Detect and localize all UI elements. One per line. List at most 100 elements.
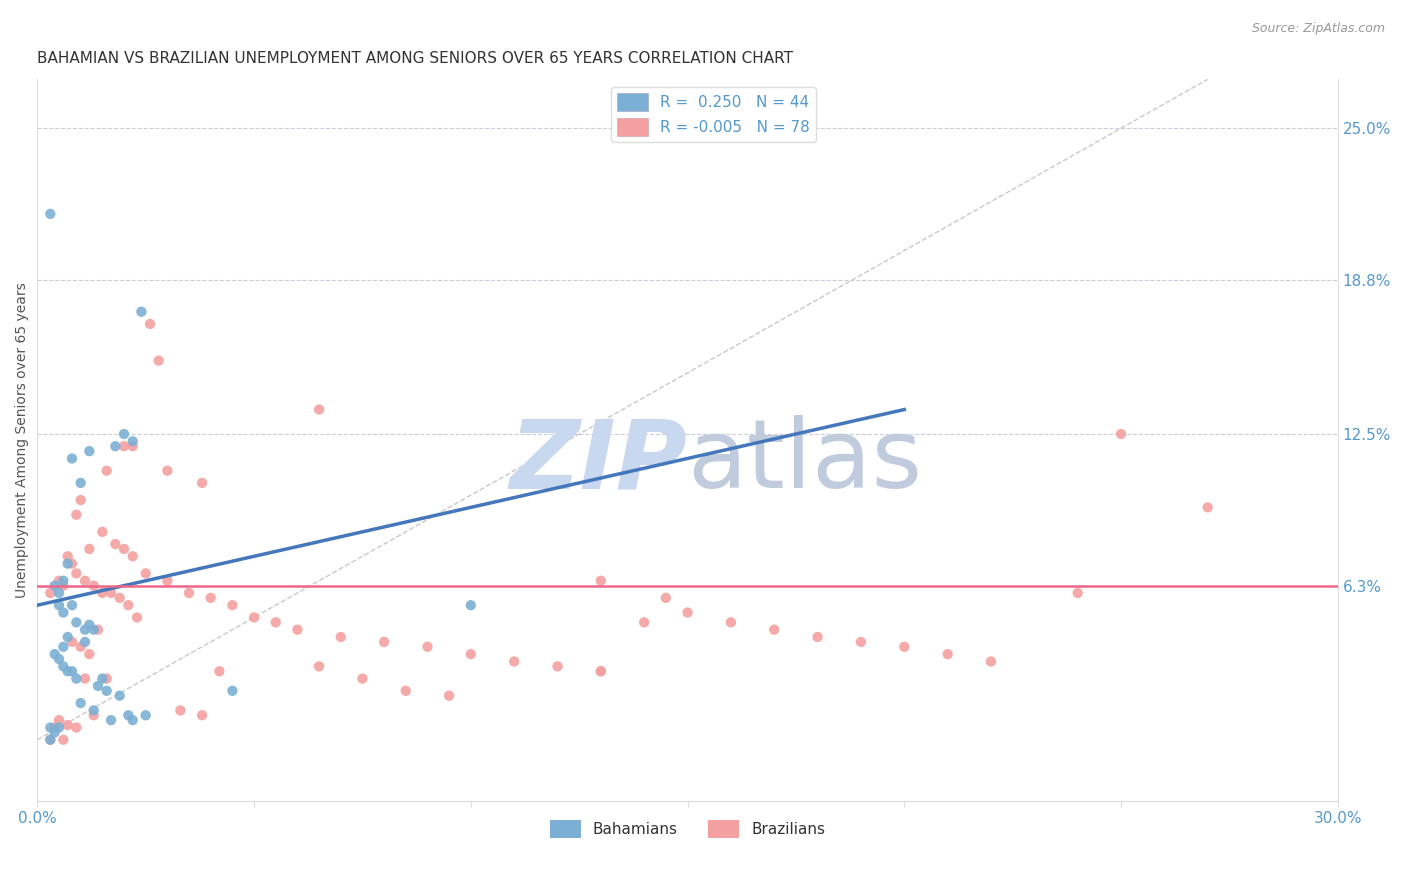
- Point: [83, 703, 105, 717]
- Point: [44, 647, 66, 661]
- Point: [460, 598, 482, 612]
- Point: [87, 679, 110, 693]
- Point: [287, 623, 309, 637]
- Point: [79, 541, 101, 556]
- Point: [69, 696, 91, 710]
- Point: [264, 615, 287, 630]
- Point: [44, 725, 66, 739]
- Point: [65, 566, 87, 581]
- Point: [121, 439, 143, 453]
- Point: [65, 508, 87, 522]
- Point: [676, 606, 699, 620]
- Point: [849, 635, 872, 649]
- Point: [56, 557, 79, 571]
- Point: [156, 464, 179, 478]
- Point: [308, 659, 330, 673]
- Point: [96, 464, 118, 478]
- Point: [308, 402, 330, 417]
- Point: [1066, 586, 1088, 600]
- Point: [60, 635, 83, 649]
- Point: [48, 652, 70, 666]
- Point: [48, 713, 70, 727]
- Point: [56, 665, 79, 679]
- Point: [73, 635, 96, 649]
- Text: BAHAMIAN VS BRAZILIAN UNEMPLOYMENT AMONG SENIORS OVER 65 YEARS CORRELATION CHART: BAHAMIAN VS BRAZILIAN UNEMPLOYMENT AMONG…: [38, 51, 793, 66]
- Point: [104, 439, 127, 453]
- Point: [121, 434, 143, 449]
- Point: [763, 623, 786, 637]
- Point: [589, 665, 612, 679]
- Point: [121, 549, 143, 564]
- Point: [329, 630, 352, 644]
- Point: [91, 524, 114, 539]
- Point: [91, 672, 114, 686]
- Point: [104, 537, 127, 551]
- Point: [87, 623, 110, 637]
- Point: [117, 598, 139, 612]
- Point: [112, 439, 135, 453]
- Point: [655, 591, 678, 605]
- Point: [936, 647, 959, 661]
- Point: [208, 665, 231, 679]
- Point: [60, 598, 83, 612]
- Point: [65, 672, 87, 686]
- Point: [79, 444, 101, 458]
- Point: [191, 708, 214, 723]
- Point: [83, 708, 105, 723]
- Point: [589, 665, 612, 679]
- Point: [52, 659, 75, 673]
- Point: [52, 606, 75, 620]
- Point: [131, 304, 153, 318]
- Point: [60, 557, 83, 571]
- Point: [169, 703, 191, 717]
- Point: [48, 721, 70, 735]
- Point: [69, 493, 91, 508]
- Point: [117, 708, 139, 723]
- Point: [79, 647, 101, 661]
- Point: [73, 623, 96, 637]
- Point: [39, 207, 62, 221]
- Legend: Bahamians, Brazilians: Bahamians, Brazilians: [544, 814, 831, 844]
- Point: [96, 672, 118, 686]
- Point: [135, 708, 157, 723]
- Point: [221, 598, 243, 612]
- Point: [39, 732, 62, 747]
- Point: [547, 659, 569, 673]
- Point: [139, 317, 162, 331]
- Text: Source: ZipAtlas.com: Source: ZipAtlas.com: [1251, 22, 1385, 36]
- Point: [52, 579, 75, 593]
- Point: [437, 689, 460, 703]
- Point: [720, 615, 742, 630]
- Point: [177, 586, 200, 600]
- Y-axis label: Unemployment Among Seniors over 65 years: Unemployment Among Seniors over 65 years: [15, 282, 30, 598]
- Point: [633, 615, 655, 630]
- Point: [980, 655, 1002, 669]
- Point: [48, 598, 70, 612]
- Point: [807, 630, 830, 644]
- Point: [39, 721, 62, 735]
- Point: [108, 689, 131, 703]
- Point: [73, 672, 96, 686]
- Point: [243, 610, 266, 624]
- Point: [112, 541, 135, 556]
- Point: [48, 586, 70, 600]
- Point: [96, 683, 118, 698]
- Text: ZIP: ZIP: [509, 416, 688, 508]
- Point: [589, 574, 612, 588]
- Point: [148, 353, 170, 368]
- Point: [221, 683, 243, 698]
- Point: [65, 615, 87, 630]
- Point: [69, 475, 91, 490]
- Point: [100, 713, 122, 727]
- Point: [56, 630, 79, 644]
- Point: [60, 451, 83, 466]
- Point: [39, 732, 62, 747]
- Point: [44, 721, 66, 735]
- Point: [200, 591, 222, 605]
- Point: [52, 732, 75, 747]
- Point: [373, 635, 395, 649]
- Point: [69, 640, 91, 654]
- Point: [79, 617, 101, 632]
- Point: [121, 713, 143, 727]
- Point: [91, 586, 114, 600]
